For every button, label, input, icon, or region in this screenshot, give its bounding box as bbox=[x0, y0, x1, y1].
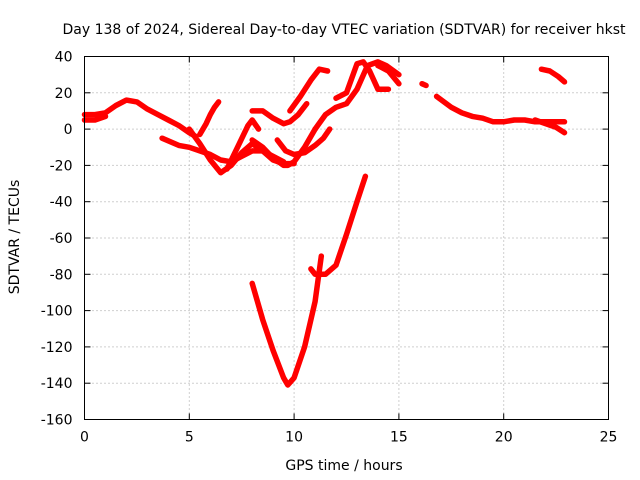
y-axis-label: SDTVAR / TECUs bbox=[7, 180, 23, 295]
y-tick-label: -160 bbox=[41, 413, 73, 429]
y-tick-label: 0 bbox=[64, 122, 73, 138]
y-tick-label: -20 bbox=[50, 158, 73, 174]
series-line-9 bbox=[274, 126, 333, 158]
series-line-7 bbox=[249, 126, 318, 169]
x-tick-label: 25 bbox=[600, 430, 618, 446]
series-line-6 bbox=[224, 117, 262, 172]
y-tick-label: -60 bbox=[50, 231, 73, 247]
y-tick-label: -100 bbox=[41, 304, 73, 320]
series-line-11 bbox=[312, 59, 402, 132]
series-group bbox=[81, 59, 568, 388]
grid bbox=[84, 56, 609, 420]
y-tick-label: -120 bbox=[41, 340, 73, 356]
y-tick-label: -80 bbox=[50, 267, 73, 283]
x-tick-label: 5 bbox=[185, 430, 194, 446]
x-tick-label: 20 bbox=[495, 430, 513, 446]
series-line-15 bbox=[433, 93, 568, 125]
x-tick-label: 0 bbox=[80, 430, 89, 446]
series-line-10 bbox=[287, 66, 331, 114]
series-line-1 bbox=[81, 97, 199, 140]
series-line-13 bbox=[375, 62, 402, 87]
x-axis-label: GPS time / hours bbox=[285, 458, 402, 474]
y-tick-label: -40 bbox=[50, 195, 73, 211]
series-line-16 bbox=[532, 117, 568, 136]
series-line-8 bbox=[249, 100, 310, 127]
series-line-12 bbox=[333, 59, 392, 101]
axes: 0 5 10 15 20 25 -160 -140 -120 -100 -80 -60 -40 -20 0 2… bbox=[41, 50, 618, 446]
x-tick-label: 15 bbox=[390, 430, 408, 446]
y-tick-label: -140 bbox=[41, 376, 73, 392]
series-line-5 bbox=[197, 99, 222, 138]
series-line-18 bbox=[249, 253, 325, 388]
series-line-17 bbox=[538, 66, 568, 85]
y-tick-label: 40 bbox=[55, 50, 73, 66]
series-line-2 bbox=[81, 113, 109, 123]
x-tick-label: 10 bbox=[285, 430, 303, 446]
chart-title: Day 138 of 2024, Sidereal Day-to-day VTE… bbox=[63, 22, 626, 38]
y-tick-label: 20 bbox=[55, 86, 73, 102]
series-line-14 bbox=[419, 80, 429, 89]
series-line-19 bbox=[308, 173, 369, 278]
